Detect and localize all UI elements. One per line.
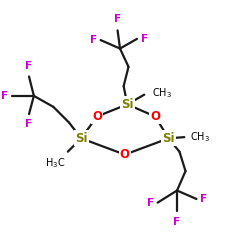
Text: F: F (26, 120, 32, 130)
Text: F: F (26, 61, 32, 71)
Text: Si: Si (75, 132, 88, 145)
Text: F: F (114, 14, 121, 24)
Text: CH$_3$: CH$_3$ (190, 130, 210, 144)
Text: F: F (200, 194, 207, 204)
Text: O: O (120, 148, 130, 161)
Text: H$_3$C: H$_3$C (45, 156, 66, 170)
Text: Si: Si (162, 132, 175, 145)
Text: F: F (1, 91, 8, 101)
Text: O: O (92, 110, 102, 123)
Text: F: F (174, 217, 180, 227)
Text: F: F (141, 34, 148, 44)
Text: F: F (90, 35, 97, 45)
Text: CH$_3$: CH$_3$ (152, 86, 172, 100)
Text: F: F (147, 198, 154, 208)
Text: Si: Si (121, 98, 134, 111)
Text: O: O (150, 110, 160, 123)
